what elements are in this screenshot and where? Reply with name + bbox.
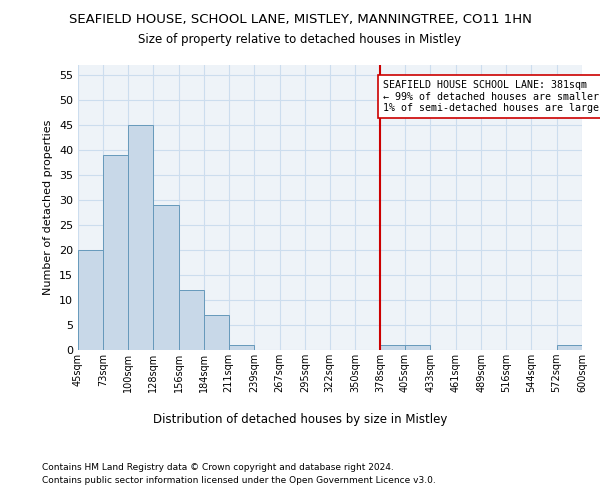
Text: SEAFIELD HOUSE SCHOOL LANE: 381sqm
← 99% of detached houses are smaller (153)
1%: SEAFIELD HOUSE SCHOOL LANE: 381sqm ← 99%…	[383, 80, 600, 113]
Bar	[405, 345, 430, 350]
Bar	[557, 345, 582, 350]
Bar	[128, 125, 154, 350]
Bar	[179, 290, 204, 350]
Text: SEAFIELD HOUSE, SCHOOL LANE, MISTLEY, MANNINGTREE, CO11 1HN: SEAFIELD HOUSE, SCHOOL LANE, MISTLEY, MA…	[68, 12, 532, 26]
Text: Contains HM Land Registry data © Crown copyright and database right 2024.: Contains HM Land Registry data © Crown c…	[42, 462, 394, 471]
Y-axis label: Number of detached properties: Number of detached properties	[43, 120, 53, 295]
Bar	[154, 205, 179, 350]
Bar	[380, 345, 405, 350]
Text: Distribution of detached houses by size in Mistley: Distribution of detached houses by size …	[153, 412, 447, 426]
Text: Contains public sector information licensed under the Open Government Licence v3: Contains public sector information licen…	[42, 476, 436, 485]
Bar	[103, 155, 128, 350]
Bar	[229, 345, 254, 350]
Text: Size of property relative to detached houses in Mistley: Size of property relative to detached ho…	[139, 32, 461, 46]
Bar	[78, 250, 103, 350]
Bar	[204, 315, 229, 350]
